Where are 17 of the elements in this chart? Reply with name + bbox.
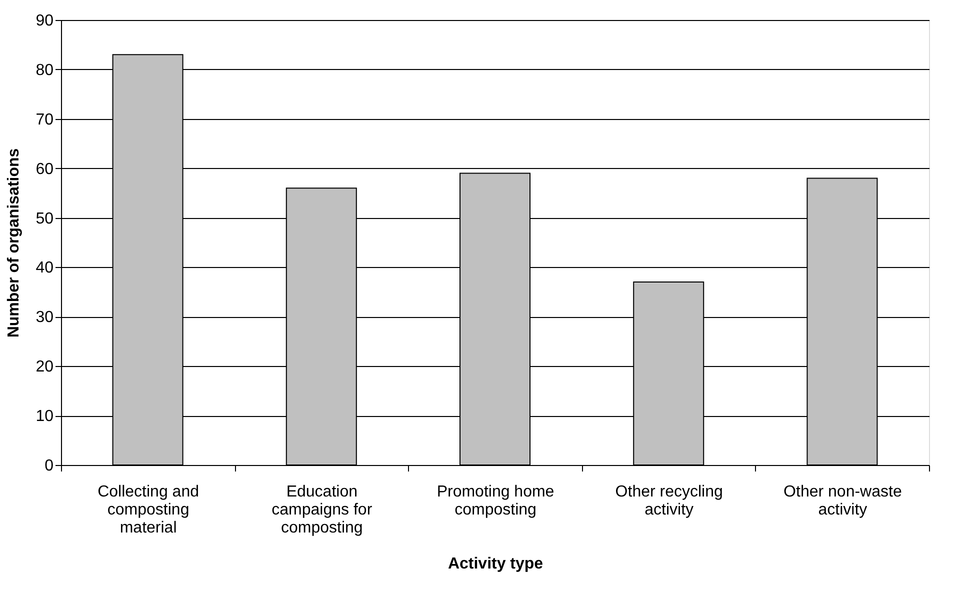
y-tick-label: 0 [44,458,54,474]
y-axis-title: Number of organisations [6,148,23,338]
x-axis-title: Activity type [448,556,544,572]
y-tick-label: 70 [36,111,54,128]
y-tick-label: 20 [36,358,54,376]
x-tick-label: Collecting and composting material [98,484,200,536]
x-tick-label: Education campaigns for composting [272,484,373,536]
y-tick-label: 60 [36,160,54,178]
x-tick-label: Other non-waste activity [784,484,902,518]
y-tick-label: 40 [36,260,54,277]
y-tick-label: 30 [36,309,54,326]
y-tick-label: 90 [36,12,54,30]
x-tick-label: Other recycling activity [615,484,723,518]
y-tick-label: 10 [36,408,54,426]
y-tick-label: 80 [36,62,54,79]
x-tick-label: Promoting home composting [436,484,554,518]
y-tick-label: 50 [36,210,54,228]
